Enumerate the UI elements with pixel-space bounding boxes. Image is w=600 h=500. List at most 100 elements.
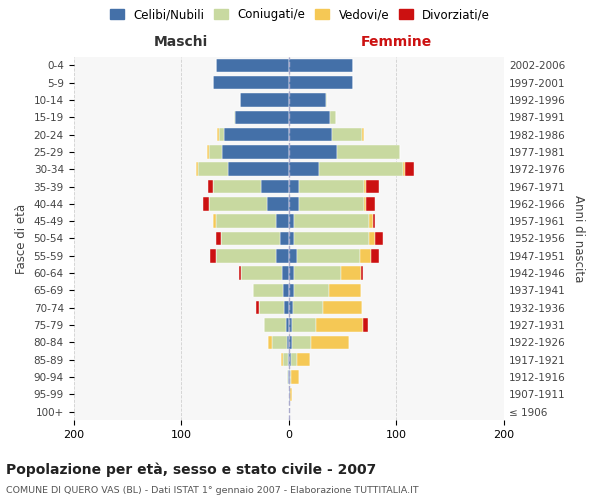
- Bar: [241, 266, 282, 280]
- Bar: [337, 145, 400, 158]
- Bar: [239, 266, 241, 280]
- Bar: [363, 318, 368, 332]
- Bar: [289, 162, 319, 176]
- Bar: [214, 180, 261, 194]
- Bar: [341, 266, 361, 280]
- Bar: [291, 353, 298, 366]
- Bar: [294, 284, 329, 297]
- Bar: [362, 128, 364, 141]
- Y-axis label: Anni di nascita: Anni di nascita: [572, 195, 585, 282]
- Text: Femmine: Femmine: [361, 36, 432, 50]
- Bar: [289, 214, 294, 228]
- Bar: [289, 370, 290, 384]
- Bar: [283, 353, 287, 366]
- Bar: [291, 370, 299, 384]
- Bar: [221, 232, 280, 245]
- Bar: [289, 318, 292, 332]
- Bar: [287, 370, 289, 384]
- Bar: [272, 336, 287, 349]
- Bar: [289, 353, 291, 366]
- Bar: [373, 214, 375, 228]
- Bar: [370, 214, 373, 228]
- Bar: [289, 128, 332, 141]
- Bar: [361, 266, 363, 280]
- Bar: [234, 110, 235, 124]
- Bar: [294, 214, 370, 228]
- Bar: [214, 76, 289, 90]
- Bar: [323, 301, 362, 314]
- Bar: [290, 370, 291, 384]
- Bar: [289, 301, 293, 314]
- Bar: [203, 197, 209, 210]
- Bar: [375, 232, 383, 245]
- Bar: [289, 110, 329, 124]
- Text: COMUNE DI QUERO VAS (BL) - Dati ISTAT 1° gennaio 2007 - Elaborazione TUTTITALIA.: COMUNE DI QUERO VAS (BL) - Dati ISTAT 1°…: [6, 486, 419, 495]
- Bar: [289, 232, 294, 245]
- Bar: [215, 58, 289, 72]
- Bar: [253, 284, 283, 297]
- Bar: [293, 301, 323, 314]
- Bar: [289, 284, 294, 297]
- Bar: [289, 76, 353, 90]
- Bar: [289, 145, 337, 158]
- Bar: [370, 232, 375, 245]
- Bar: [281, 353, 283, 366]
- Bar: [316, 318, 363, 332]
- Legend: Celibi/Nubili, Coniugati/e, Vedovi/e, Divorziati/e: Celibi/Nubili, Coniugati/e, Vedovi/e, Di…: [107, 6, 493, 24]
- Bar: [292, 336, 311, 349]
- Bar: [298, 249, 360, 262]
- Text: Maschi: Maschi: [154, 36, 208, 50]
- Bar: [196, 162, 199, 176]
- Bar: [289, 180, 299, 194]
- Bar: [298, 353, 310, 366]
- Bar: [282, 266, 289, 280]
- Bar: [371, 249, 379, 262]
- Bar: [319, 162, 403, 176]
- Bar: [326, 93, 328, 106]
- Bar: [299, 180, 364, 194]
- Bar: [280, 232, 289, 245]
- Bar: [289, 197, 299, 210]
- Bar: [215, 214, 276, 228]
- Bar: [290, 388, 292, 401]
- Bar: [235, 110, 289, 124]
- Bar: [289, 249, 298, 262]
- Bar: [287, 353, 289, 366]
- Bar: [289, 336, 292, 349]
- Bar: [259, 301, 284, 314]
- Bar: [403, 162, 405, 176]
- Bar: [199, 162, 229, 176]
- Bar: [261, 180, 289, 194]
- Bar: [209, 197, 267, 210]
- Bar: [210, 249, 215, 262]
- Bar: [264, 318, 286, 332]
- Bar: [209, 145, 222, 158]
- Bar: [329, 110, 336, 124]
- Bar: [284, 301, 289, 314]
- Bar: [267, 197, 289, 210]
- Bar: [276, 249, 289, 262]
- Bar: [241, 93, 289, 106]
- Bar: [364, 180, 366, 194]
- Bar: [229, 162, 289, 176]
- Bar: [286, 318, 289, 332]
- Bar: [364, 197, 366, 210]
- Bar: [289, 266, 294, 280]
- Bar: [405, 162, 413, 176]
- Bar: [219, 128, 224, 141]
- Bar: [332, 128, 362, 141]
- Bar: [215, 249, 276, 262]
- Bar: [215, 232, 221, 245]
- Bar: [224, 128, 289, 141]
- Bar: [329, 284, 361, 297]
- Bar: [283, 284, 289, 297]
- Bar: [222, 145, 289, 158]
- Y-axis label: Fasce di età: Fasce di età: [15, 204, 28, 274]
- Bar: [289, 93, 326, 106]
- Bar: [366, 197, 375, 210]
- Bar: [292, 318, 316, 332]
- Bar: [287, 336, 289, 349]
- Bar: [276, 214, 289, 228]
- Bar: [360, 249, 371, 262]
- Bar: [256, 301, 259, 314]
